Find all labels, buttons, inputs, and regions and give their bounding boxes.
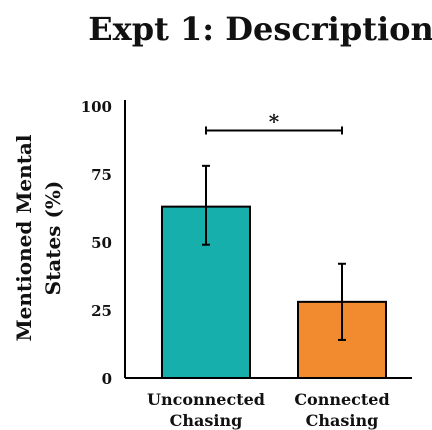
y-axis-label-line-2: States (%) xyxy=(41,181,65,296)
y-tick-label-50: 50 xyxy=(91,234,112,252)
category-label-1-line-0: Connected xyxy=(294,390,389,409)
y-tick-label-75: 75 xyxy=(91,166,112,184)
category-label-1-line-1: Chasing xyxy=(306,411,379,430)
plot-area: 0 25 50 75 100 Unconnected Chasing Connected Cha… xyxy=(81,98,412,430)
category-label-0-line-1: Chasing xyxy=(170,411,243,430)
y-axis-label-line-1: Mentioned Mental xyxy=(12,134,36,341)
y-tick-label-100: 100 xyxy=(81,98,112,116)
y-tick-label-0: 0 xyxy=(102,370,112,388)
chart-title: Expt 1: Descriptions xyxy=(88,10,432,48)
y-tick-label-25: 25 xyxy=(91,302,112,320)
category-label-0-line-0: Unconnected xyxy=(147,390,265,409)
significance-marker: * xyxy=(269,109,280,133)
